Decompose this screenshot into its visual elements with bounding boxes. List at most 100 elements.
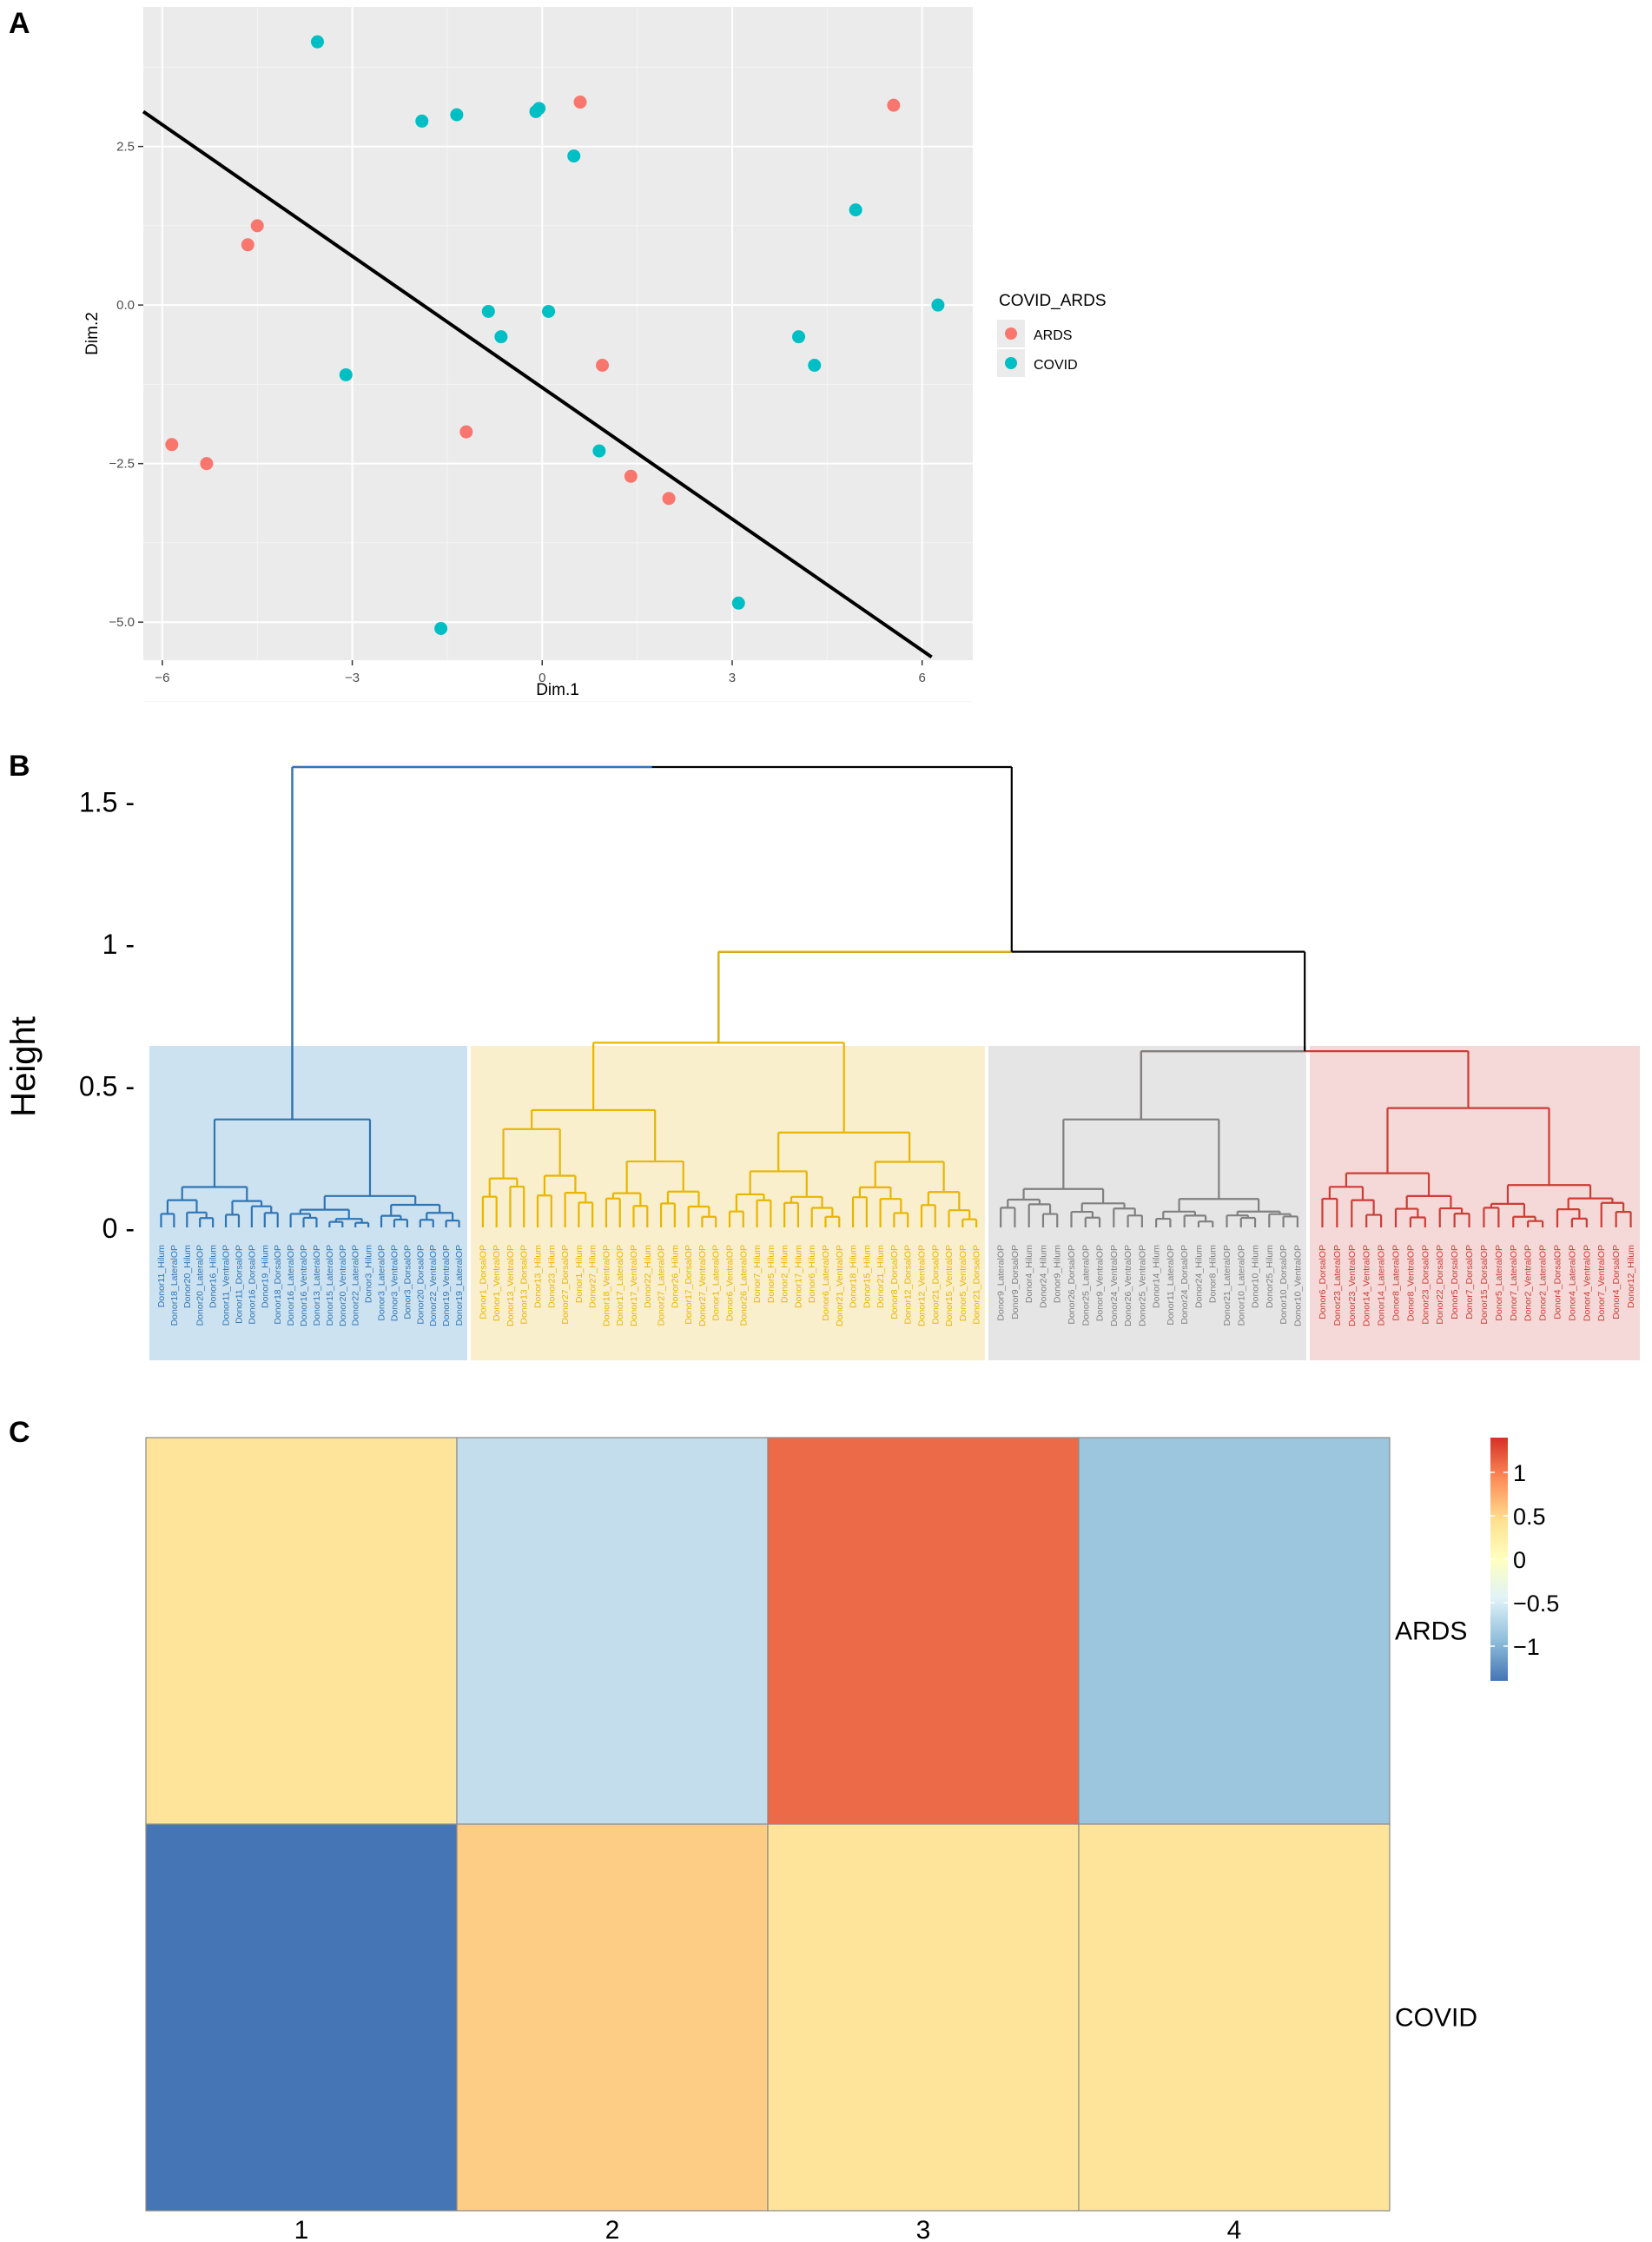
x-tick-label: 3: [729, 671, 736, 685]
scatter-point-covid: [792, 330, 806, 344]
leaf-label: Donor20_DorsalOP: [415, 1245, 426, 1325]
leaf-label: Donor9_LateralOP: [996, 1245, 1007, 1321]
leaf-label: Donor25_Hilum: [1265, 1245, 1275, 1308]
scatter-point-covid: [339, 367, 353, 381]
scatter-point-covid: [434, 621, 448, 635]
leaf-label: Donor24_DorsalOP: [1180, 1245, 1190, 1325]
leaf-label: Donor26_DorsalOP: [1067, 1245, 1077, 1325]
leaf-label: Donor14_LateralOP: [1377, 1245, 1387, 1326]
leaf-label: Donor7_DorsalOP: [1464, 1245, 1475, 1319]
leaf-label: Donor27_DorsalOP: [560, 1245, 571, 1325]
scatter-point-ards: [624, 469, 638, 483]
scatter-point-ards: [887, 98, 901, 112]
leaf-label: Donor16_VentralOP: [299, 1245, 309, 1326]
dendrogram-y-axis-label: Height: [4, 1016, 43, 1117]
leaf-label: Donor21_DorsalOP: [930, 1245, 941, 1325]
scatter-legend: COVID_ARDS ARDS COVID: [997, 292, 1107, 377]
leaf-label: Donor17_Hilum: [793, 1245, 803, 1308]
leaf-label: Donor6_Hilum: [807, 1245, 817, 1303]
scatter-point-ards: [596, 359, 610, 373]
scatter-point-covid: [415, 114, 429, 128]
leaf-label: Donor2_LateralOP: [1538, 1245, 1549, 1321]
leaf-label: Donor5_LateralOP: [1494, 1245, 1504, 1321]
leaf-label: Donor22_DorsalOP: [1435, 1245, 1445, 1325]
leaf-label: Donor12_DorsalOP: [903, 1245, 914, 1325]
scatter-point-covid: [532, 102, 546, 116]
leaf-label: Donor27_VentralOP: [697, 1245, 708, 1326]
leaf-label: Donor23_Hilum: [546, 1245, 557, 1308]
scatter-plot: −6 −3 0 3 6 2.5 0.0 −2.5 −5.0 Dim.1 Dim.2 COVID…: [83, 7, 1107, 702]
leaf-label: Donor16_LateralOP: [286, 1245, 296, 1326]
leaf-label: Donor4_DorsalOP: [1611, 1245, 1622, 1319]
leaf-label: Donor19_LateralOP: [454, 1245, 465, 1326]
leaf-label: Donor11_LateralOP: [1166, 1245, 1176, 1326]
colorbar-tick-label: −0.5: [1513, 1591, 1559, 1617]
cluster-bg-blue: [149, 1046, 467, 1360]
scatter-point-covid: [592, 444, 606, 458]
leaf-label: Donor13_VentralOP: [506, 1245, 516, 1326]
scatter-point-covid: [849, 203, 862, 217]
heatmap-cell-covid-3: [767, 1823, 1080, 2212]
leaf-label: Donor15_VentralOP: [944, 1245, 955, 1326]
leaf-label: Donor10_LateralOP: [1236, 1245, 1246, 1326]
leaf-label: Donor24_Hilum: [1038, 1245, 1048, 1308]
dendrogram-y-tick: 1 -: [102, 929, 135, 960]
leaf-label: Donor26_VentralOP: [1123, 1245, 1133, 1326]
leaf-label: Donor27_Hilum: [588, 1245, 598, 1308]
leaf-label: Donor11_VentralOP: [221, 1245, 232, 1326]
leaf-label: Donor25_LateralOP: [1080, 1245, 1091, 1326]
leaf-label: Donor19_Hilum: [260, 1245, 270, 1308]
leaf-label: Donor17_DorsalOP: [684, 1245, 694, 1325]
scatter-point-ards: [573, 96, 587, 109]
heatmap-cell-ards-4: [1078, 1437, 1391, 1825]
leaf-label: Donor24_VentralOP: [1109, 1245, 1120, 1326]
leaf-label: Donor20_VentralOP: [338, 1245, 348, 1326]
dendrogram-y-tick: 1.5 -: [79, 786, 135, 817]
leaf-label: Donor4_DorsalOP: [1553, 1245, 1563, 1319]
legend-key-covid: [1005, 357, 1017, 369]
leaf-label: Donor21_DorsalOP: [972, 1245, 982, 1325]
leaf-label: Donor1_Hilum: [574, 1245, 585, 1303]
colorbar-gradient: [1490, 1438, 1508, 1681]
x-tick-label: −3: [345, 671, 360, 685]
leaf-label: Donor3_LateralOP: [377, 1245, 387, 1321]
legend-label-ards: ARDS: [1034, 328, 1072, 343]
heatmap-cell-covid-2: [456, 1823, 769, 2212]
leaf-label: Donor5_DorsalOP: [1450, 1245, 1460, 1319]
leaf-label: Donor12_VentralOP: [916, 1245, 927, 1326]
leaf-label: Donor10_DorsalOP: [1279, 1245, 1289, 1325]
leaf-label: Donor14_VentralOP: [1362, 1245, 1372, 1326]
leaf-label: Donor8_LateralOP: [1391, 1245, 1402, 1321]
colorbar-tick-label: 0.5: [1513, 1504, 1546, 1530]
cluster-bg-grey: [988, 1046, 1306, 1360]
scatter-point-ards: [200, 457, 214, 471]
leaf-label: Donor13_LateralOP: [312, 1245, 322, 1326]
leaf-label: Donor17_LateralOP: [615, 1245, 625, 1326]
leaf-label: Donor20_LateralOP: [195, 1245, 206, 1326]
leaf-label: Donor10_Hilum: [1251, 1245, 1261, 1308]
leaf-label: Donor9_VentralOP: [1095, 1245, 1106, 1321]
leaf-label: Donor6_VentralOP: [725, 1245, 736, 1321]
leaf-label: Donor2_VentralOP: [1523, 1245, 1534, 1321]
scatter-point-ards: [165, 438, 179, 452]
decision-line: [142, 109, 933, 658]
leaf-label: Donor15_LateralOP: [325, 1245, 335, 1326]
heatmap-cell-ards-1: [145, 1437, 458, 1825]
leaf-label: Donor14_Hilum: [1152, 1245, 1162, 1308]
leaf-label: Donor21_Hilum: [876, 1245, 886, 1308]
heatmap-column-label: 3: [916, 2216, 931, 2242]
panel-letter-b: B: [9, 750, 30, 783]
leaf-label: Donor13_Hilum: [533, 1245, 544, 1308]
dendrogram-cluster-backgrounds: [149, 1046, 1640, 1360]
leaf-label: Donor25_VentralOP: [1137, 1245, 1147, 1326]
leaf-label: Donor7_LateralOP: [1509, 1245, 1519, 1321]
leaf-label: Donor7_VentralOP: [1596, 1245, 1607, 1321]
heatmap-cell-covid-4: [1078, 1823, 1391, 2212]
heatmap-column-label: 1: [294, 2216, 309, 2242]
leaf-label: Donor3_DorsalOP: [402, 1245, 413, 1319]
leaf-label: Donor11_DorsalOP: [234, 1245, 244, 1324]
leaf-label: Donor13_DorsalOP: [519, 1245, 530, 1325]
dendrogram-y-tick: 0 -: [102, 1213, 135, 1244]
cluster-bg-yellow: [471, 1046, 985, 1360]
